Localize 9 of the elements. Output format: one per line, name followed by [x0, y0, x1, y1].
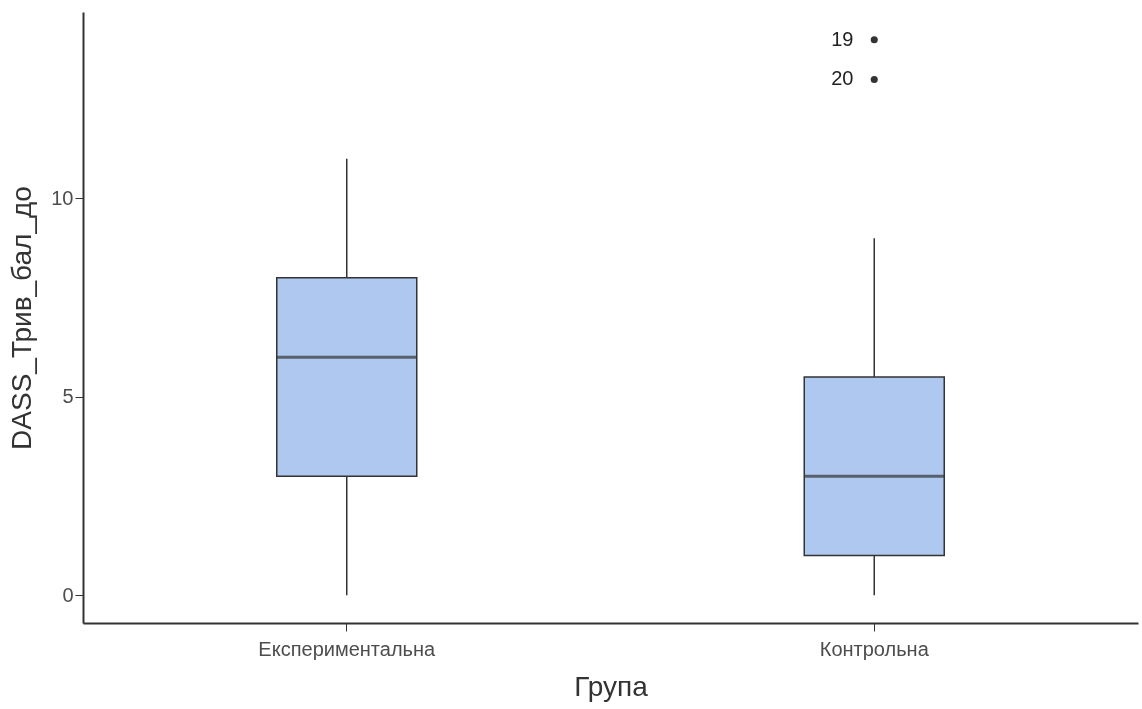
x-tick-label: Контрольна	[819, 637, 930, 660]
annotation: 20	[831, 67, 854, 90]
y-tick-label: 0	[62, 583, 74, 606]
annotation: 19	[831, 27, 854, 50]
x-axis-title: Група	[574, 670, 649, 702]
y-tick-label: 5	[62, 385, 74, 408]
y-axis-title: DASS_Трив_бал_до	[6, 186, 38, 450]
y-tick-label: 10	[51, 186, 74, 209]
x-tick-label: Експериментальна	[258, 637, 437, 660]
